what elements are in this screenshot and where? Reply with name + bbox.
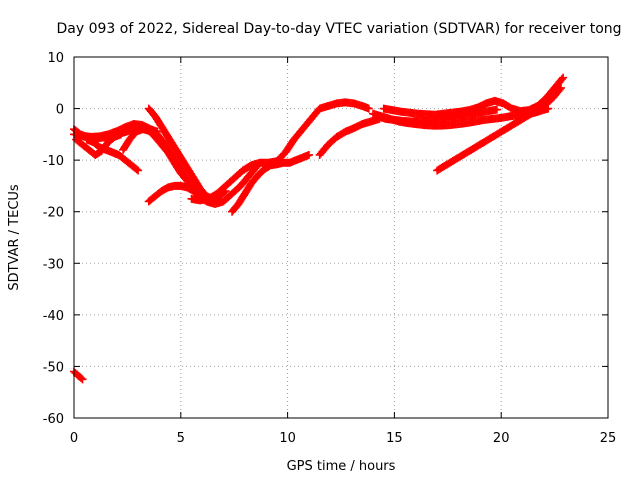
- data-marks: [70, 73, 568, 384]
- data-point: [78, 375, 87, 384]
- y-tick-label: -10: [43, 154, 64, 169]
- data-point: [116, 130, 125, 139]
- series-track-5: [82, 135, 143, 175]
- x-tick-label: 20: [493, 431, 510, 446]
- y-tick-label: 10: [47, 51, 64, 66]
- x-axis-label: GPS time / hours: [287, 459, 396, 474]
- series-track-14: [433, 104, 553, 175]
- data-point: [544, 104, 553, 113]
- data-point: [492, 105, 501, 114]
- series-track-15: [70, 367, 87, 384]
- series-track-8: [187, 98, 373, 205]
- data-point: [134, 166, 143, 175]
- axis-ticks: 0 5 10 15 20 25 -60 -50 -40 -30 -20 -10 0 10: [43, 51, 617, 446]
- y-tick-label: -50: [43, 360, 64, 375]
- data-point: [132, 165, 141, 174]
- y-tick-label: -40: [43, 309, 64, 324]
- x-tick-label: 25: [600, 431, 617, 446]
- x-tick-label: 10: [279, 431, 296, 446]
- chart-title: Day 093 of 2022, Sidereal Day-to-day VTE…: [56, 21, 621, 37]
- data-point: [304, 150, 313, 159]
- data-point: [364, 104, 373, 113]
- series-track-10: [315, 114, 384, 159]
- y-tick-label: -60: [43, 412, 64, 427]
- data-point: [559, 73, 568, 82]
- y-tick-label: 0: [56, 103, 64, 118]
- y-axis-label: SDTVAR / TECUs: [7, 184, 22, 291]
- data-point: [557, 83, 566, 92]
- x-tick-label: 5: [177, 431, 185, 446]
- x-tick-label: 0: [70, 431, 78, 446]
- series-track-9: [228, 150, 313, 216]
- data-point: [153, 127, 162, 136]
- x-tick-label: 15: [386, 431, 403, 446]
- y-tick-label: -20: [43, 206, 64, 221]
- plot-frame: [73, 56, 609, 419]
- series-track-13: [373, 105, 501, 126]
- y-tick-label: -30: [43, 257, 64, 272]
